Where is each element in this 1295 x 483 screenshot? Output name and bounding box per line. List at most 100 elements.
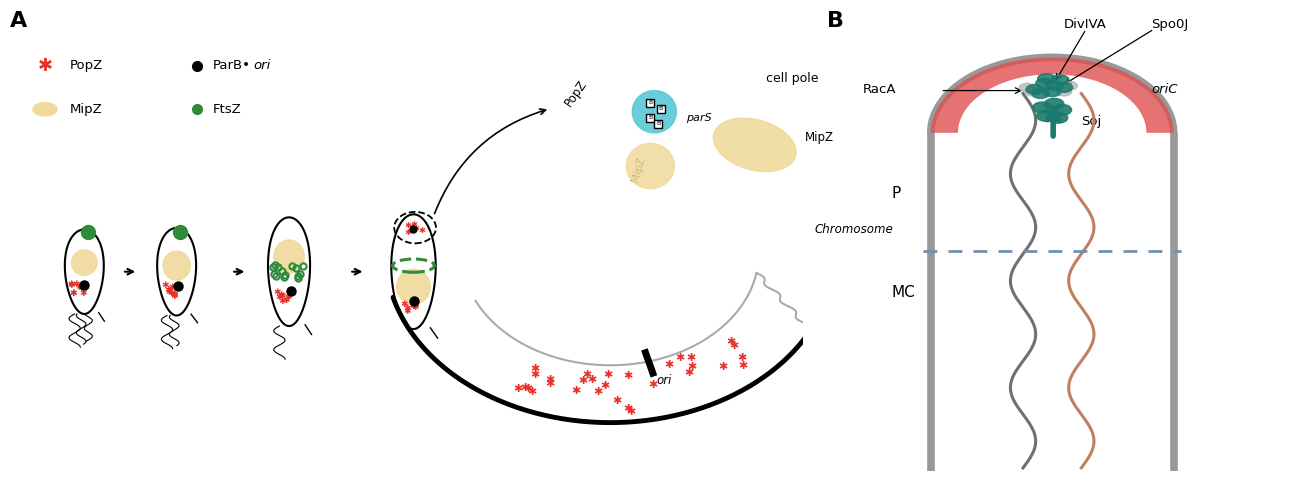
Text: ✱: ✱ bbox=[648, 380, 658, 389]
Text: cell pole: cell pole bbox=[767, 72, 818, 85]
Polygon shape bbox=[268, 217, 310, 326]
Text: B: B bbox=[657, 121, 660, 126]
Text: ✱: ✱ bbox=[412, 302, 418, 312]
Text: ✱: ✱ bbox=[409, 301, 417, 311]
Text: ✱: ✱ bbox=[412, 224, 420, 233]
Text: ✱: ✱ bbox=[738, 361, 747, 371]
Ellipse shape bbox=[1044, 99, 1064, 109]
Ellipse shape bbox=[32, 102, 57, 116]
Text: ✱: ✱ bbox=[523, 384, 532, 394]
Text: A: A bbox=[9, 11, 27, 31]
Text: ✱: ✱ bbox=[404, 222, 411, 230]
Text: RacA: RacA bbox=[862, 83, 896, 96]
Text: ✱: ✱ bbox=[70, 289, 76, 298]
Ellipse shape bbox=[1037, 73, 1055, 83]
Text: B: B bbox=[659, 106, 663, 111]
Text: B: B bbox=[649, 115, 653, 120]
Text: ✱: ✱ bbox=[725, 337, 736, 347]
Text: ✱: ✱ bbox=[729, 341, 738, 351]
Text: ✱: ✱ bbox=[171, 292, 177, 301]
Polygon shape bbox=[391, 214, 435, 329]
Text: ✱: ✱ bbox=[587, 375, 596, 385]
Text: PopZ: PopZ bbox=[70, 59, 104, 72]
Text: ✱: ✱ bbox=[513, 384, 523, 394]
Text: ✱: ✱ bbox=[686, 362, 697, 372]
Text: DivIVA: DivIVA bbox=[1064, 18, 1107, 30]
Text: ✱: ✱ bbox=[531, 364, 540, 373]
Text: ParB•: ParB• bbox=[212, 59, 251, 72]
Ellipse shape bbox=[1052, 104, 1072, 115]
Text: ✱: ✱ bbox=[171, 291, 179, 300]
Text: ✱: ✱ bbox=[289, 289, 297, 298]
Text: ✱: ✱ bbox=[38, 57, 53, 75]
Text: Spo0J: Spo0J bbox=[1151, 18, 1189, 30]
Text: MipZ: MipZ bbox=[70, 103, 102, 116]
Text: ✱: ✱ bbox=[664, 360, 673, 370]
Text: ori: ori bbox=[253, 59, 271, 72]
Ellipse shape bbox=[1032, 102, 1052, 113]
Text: ✱: ✱ bbox=[627, 407, 636, 417]
Text: ✱: ✱ bbox=[289, 289, 297, 298]
Text: B: B bbox=[826, 11, 844, 31]
Text: ✱: ✱ bbox=[411, 301, 418, 310]
Text: parS: parS bbox=[686, 113, 712, 123]
Text: ✱: ✱ bbox=[278, 292, 286, 301]
Ellipse shape bbox=[1062, 82, 1077, 90]
Text: ✱: ✱ bbox=[571, 385, 580, 396]
Ellipse shape bbox=[396, 270, 430, 304]
Text: ✱: ✱ bbox=[579, 376, 588, 386]
Text: FtsZ: FtsZ bbox=[212, 103, 242, 116]
Text: ✱: ✱ bbox=[685, 369, 694, 378]
Text: B: B bbox=[649, 100, 653, 105]
Text: Soj: Soj bbox=[1081, 115, 1102, 128]
Text: ✱: ✱ bbox=[403, 304, 411, 313]
Text: ✱: ✱ bbox=[276, 293, 282, 301]
Ellipse shape bbox=[1036, 78, 1053, 88]
Text: ✱: ✱ bbox=[676, 353, 685, 363]
Text: ✱: ✱ bbox=[168, 289, 175, 298]
Text: ori: ori bbox=[657, 374, 672, 387]
Ellipse shape bbox=[1044, 87, 1061, 97]
Text: ✱: ✱ bbox=[277, 291, 285, 299]
Ellipse shape bbox=[1026, 87, 1041, 96]
Text: ✱: ✱ bbox=[409, 302, 417, 311]
Ellipse shape bbox=[273, 240, 304, 273]
Text: MipZ: MipZ bbox=[631, 156, 646, 183]
Text: ✱: ✱ bbox=[521, 383, 530, 393]
Text: ✱: ✱ bbox=[166, 288, 174, 297]
Text: ✱: ✱ bbox=[527, 387, 536, 397]
Text: ✱: ✱ bbox=[67, 281, 75, 290]
Text: ✱: ✱ bbox=[400, 300, 408, 309]
Ellipse shape bbox=[1048, 112, 1068, 123]
Text: ✱: ✱ bbox=[583, 369, 592, 380]
Text: PopZ: PopZ bbox=[562, 78, 589, 109]
Ellipse shape bbox=[1032, 89, 1049, 99]
Text: ✱: ✱ bbox=[75, 283, 83, 292]
Text: ✱: ✱ bbox=[737, 353, 747, 363]
Text: ✱: ✱ bbox=[603, 370, 613, 380]
Text: ✱: ✱ bbox=[73, 280, 80, 289]
Ellipse shape bbox=[1036, 111, 1057, 121]
Text: ✱: ✱ bbox=[686, 353, 697, 363]
Text: Chromosome: Chromosome bbox=[815, 223, 894, 236]
Text: ✱: ✱ bbox=[593, 387, 602, 398]
Text: ✱: ✱ bbox=[282, 297, 290, 305]
Text: P: P bbox=[892, 185, 901, 201]
Text: ✱: ✱ bbox=[273, 287, 281, 297]
Text: ✱: ✱ bbox=[418, 226, 425, 235]
Text: ✱: ✱ bbox=[411, 220, 417, 229]
Text: ✱: ✱ bbox=[69, 289, 76, 298]
Text: ✱: ✱ bbox=[613, 396, 622, 406]
Text: ✱: ✱ bbox=[67, 280, 75, 289]
Text: ✱: ✱ bbox=[600, 381, 610, 391]
Text: ✱: ✱ bbox=[164, 286, 171, 295]
Text: oriC: oriC bbox=[1151, 83, 1177, 96]
Ellipse shape bbox=[1026, 85, 1044, 94]
Text: ✱: ✱ bbox=[278, 298, 286, 306]
Polygon shape bbox=[931, 57, 1173, 133]
Ellipse shape bbox=[71, 250, 97, 275]
Ellipse shape bbox=[163, 251, 190, 280]
Text: ✱: ✱ bbox=[162, 281, 170, 290]
Ellipse shape bbox=[1045, 81, 1063, 90]
Text: ✱: ✱ bbox=[171, 290, 179, 299]
